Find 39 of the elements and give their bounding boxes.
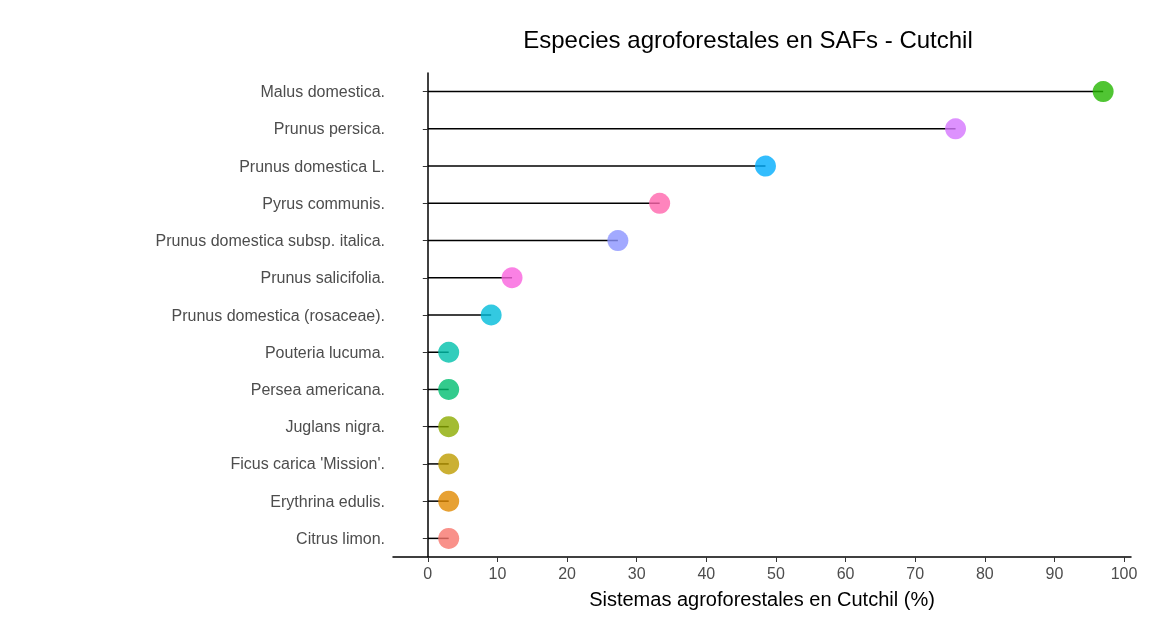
y-tick-label: Ficus carica 'Mission'. <box>230 455 385 473</box>
point <box>480 304 502 326</box>
x-tick-label: 100 <box>1110 564 1138 582</box>
y-tick-label: Juglans nigra. <box>285 418 385 436</box>
y-tick-label: Pouteria lucuma. <box>264 343 385 361</box>
point <box>438 490 460 512</box>
point <box>438 527 460 549</box>
chart-title: Especies agroforestales en SAFs - Cutchil <box>523 25 973 53</box>
point <box>945 118 967 140</box>
y-tick-label: Prunus domestica subsp. italica. <box>155 232 385 250</box>
x-tick-label: 10 <box>488 564 507 582</box>
x-tick-label: 40 <box>697 564 716 582</box>
x-tick-label: 30 <box>627 564 646 582</box>
point <box>501 267 523 289</box>
x-tick-label: 60 <box>836 564 855 582</box>
y-tick-label: Prunus domestica (rosaceae). <box>171 306 385 324</box>
point <box>755 155 776 177</box>
x-axis-title: Sistemas agroforestales en Cutchil (%) <box>589 588 935 610</box>
y-tick-label: Malus domestica. <box>260 83 385 101</box>
x-tick-label: 50 <box>767 564 785 582</box>
x-tick-label: 70 <box>906 564 925 582</box>
y-tick-label: Prunus domestica L. <box>239 157 385 175</box>
y-tick-label: Prunus salicifolia. <box>260 269 385 287</box>
point <box>438 341 460 363</box>
y-tick-label: Erythrina edulis. <box>270 492 385 510</box>
x-tick-label: 90 <box>1045 564 1064 582</box>
point <box>1092 81 1114 103</box>
point <box>649 192 671 214</box>
y-tick-label: Prunus persica. <box>273 120 385 138</box>
point <box>438 378 460 400</box>
point <box>607 230 629 252</box>
x-tick-label: 0 <box>423 564 433 582</box>
point <box>438 453 460 475</box>
point <box>438 416 460 438</box>
y-tick-label: Pyrus communis. <box>262 194 385 212</box>
y-tick-label: Persea americana. <box>250 380 385 398</box>
x-tick-label: 80 <box>975 564 994 582</box>
y-tick-label: Citrus limon. <box>296 529 385 547</box>
x-tick-label: 20 <box>558 564 577 582</box>
